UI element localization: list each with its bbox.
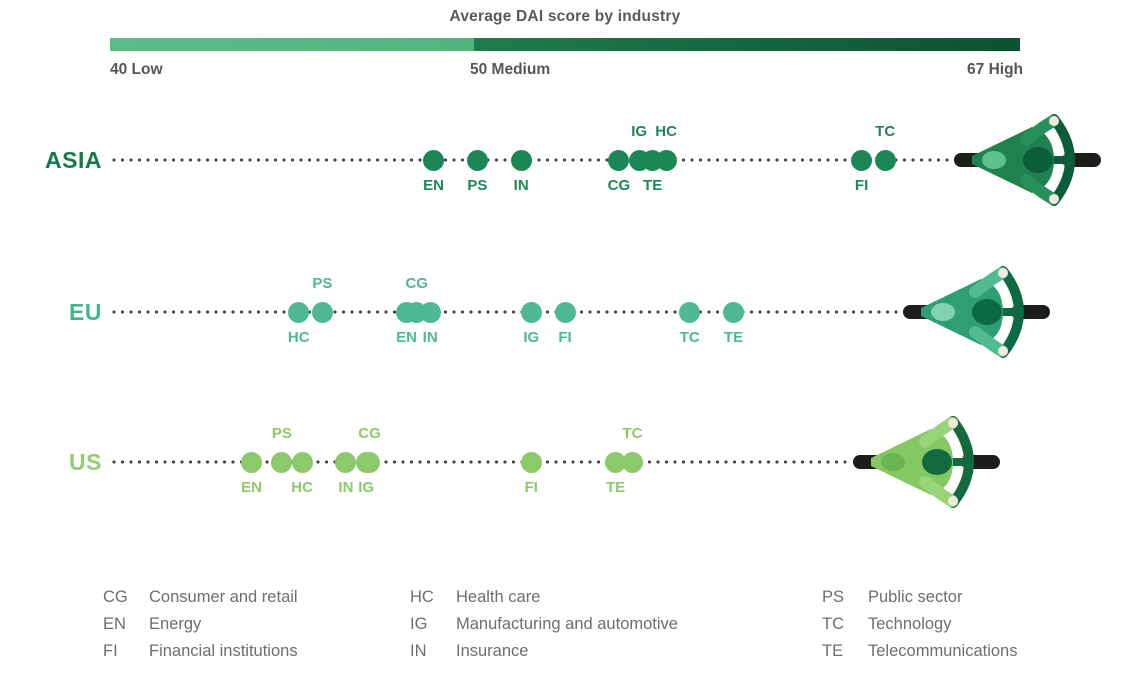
tick-high: 67 High: [967, 61, 1023, 78]
legend-item-ig: IG Manufacturing and automotive: [410, 615, 678, 634]
dot-label-eu-fi: FI: [558, 329, 572, 346]
score-dot-eu-tc: [679, 301, 701, 323]
region-label-eu: EU: [69, 299, 102, 325]
score-dot-us-te: [605, 451, 627, 473]
legend-item-ps: PS Public sector: [822, 588, 962, 607]
scale-gradient-bar: [110, 38, 1020, 51]
dot-label-us-ps: PS: [271, 425, 292, 442]
legend-abbr: CG: [103, 588, 128, 606]
legend-name: Energy: [149, 615, 202, 633]
dot-label-eu-te: TE: [723, 329, 744, 346]
legend-name: Telecommunications: [868, 642, 1018, 660]
score-dot-us-en: [241, 451, 263, 473]
legend-abbr: HC: [410, 588, 434, 606]
region-label-us: US: [69, 449, 102, 475]
cyclist-icon-us: [851, 414, 1001, 510]
score-dot-us-hc: [291, 451, 313, 473]
dot-label-eu-in: IN: [422, 329, 438, 346]
dot-label-eu-en: EN: [396, 329, 417, 346]
dot-label-eu-cg: CG: [405, 275, 428, 292]
dotted-track: [112, 310, 899, 314]
dot-label-eu-tc: TC: [679, 329, 700, 346]
dot-label-us-in: IN: [338, 479, 354, 496]
score-dot-asia-tc: [874, 149, 896, 171]
score-dot-asia-hc: [655, 149, 677, 171]
dot-label-asia-ps: PS: [467, 177, 488, 194]
dot-label-us-tc: TC: [622, 425, 643, 442]
dot-label-asia-fi: FI: [854, 177, 869, 194]
dot-label-asia-tc: TC: [875, 123, 896, 140]
dotted-track: [112, 460, 848, 464]
score-dot-us-in: [335, 451, 357, 473]
score-dot-asia-ps: [466, 149, 488, 171]
dot-label-us-te: TE: [605, 479, 626, 496]
dot-label-asia-in: IN: [513, 177, 529, 194]
legend-abbr: FI: [103, 642, 118, 660]
legend-abbr: PS: [822, 588, 845, 606]
legend-name: Health care: [456, 588, 541, 606]
legend-item-tc: TC Technology: [822, 615, 951, 634]
score-dot-eu-te: [723, 301, 745, 323]
dot-label-asia-cg: CG: [607, 177, 631, 194]
score-dot-asia-in: [510, 149, 532, 171]
legend-abbr: IN: [410, 642, 427, 660]
legend-name: Manufacturing and automotive: [456, 615, 678, 633]
score-dot-us-tc: [621, 451, 643, 473]
legend-item-fi: FI Financial institutions: [103, 642, 298, 661]
tick-low: 40 Low: [110, 61, 163, 78]
dot-label-us-fi: FI: [524, 479, 538, 496]
dot-label-asia-en: EN: [423, 177, 444, 194]
dot-label-us-ig: IG: [358, 479, 375, 496]
legend-name: Financial institutions: [149, 642, 298, 660]
dot-label-asia-te: TE: [643, 177, 663, 194]
legend-item-hc: HC Health care: [410, 588, 540, 607]
score-dot-us-fi: [520, 451, 542, 473]
score-dot-us-ps: [271, 451, 293, 473]
score-dot-asia-en: [423, 149, 445, 171]
chart-title: Average DAI score by industry: [449, 8, 681, 25]
score-dot-eu-in: [419, 301, 441, 323]
score-dot-us-cg: [359, 451, 381, 473]
legend-abbr: TC: [822, 615, 844, 633]
legend-abbr: TE: [822, 642, 844, 660]
score-dot-eu-fi: [554, 301, 576, 323]
dot-label-us-hc: HC: [291, 479, 313, 496]
legend-item-en: EN Energy: [103, 615, 201, 634]
dot-label-asia-hc: HC: [655, 123, 677, 140]
legend-abbr: IG: [410, 615, 428, 633]
cyclist-icon-eu: [901, 264, 1051, 360]
legend-name: Insurance: [456, 642, 529, 660]
score-dot-eu-ps: [311, 301, 333, 323]
score-dot-eu-ig: [520, 301, 542, 323]
score-dot-eu-hc: [288, 301, 310, 323]
legend-item-cg: CG Consumer and retail: [103, 588, 298, 607]
legend-item-te: TE Telecommunications: [822, 642, 1017, 661]
legend-name: Consumer and retail: [149, 588, 298, 606]
dot-label-eu-ig: IG: [523, 329, 540, 346]
legend-name: Technology: [868, 615, 952, 633]
dot-label-eu-ps: PS: [312, 275, 333, 292]
legend-abbr: EN: [103, 615, 126, 633]
score-dot-asia-fi: [851, 149, 873, 171]
dot-label-asia-ig: IG: [631, 123, 648, 140]
region-label-asia: ASIA: [45, 147, 102, 173]
legend-name: Public sector: [868, 588, 963, 606]
dot-label-us-en: EN: [241, 479, 262, 496]
dot-label-us-cg: CG: [358, 425, 381, 442]
cyclist-icon-asia: [952, 112, 1102, 208]
tick-medium: 50 Medium: [470, 61, 551, 78]
score-dot-asia-cg: [608, 149, 630, 171]
dot-label-eu-hc: HC: [287, 329, 310, 346]
legend-item-in: IN Insurance: [410, 642, 528, 661]
